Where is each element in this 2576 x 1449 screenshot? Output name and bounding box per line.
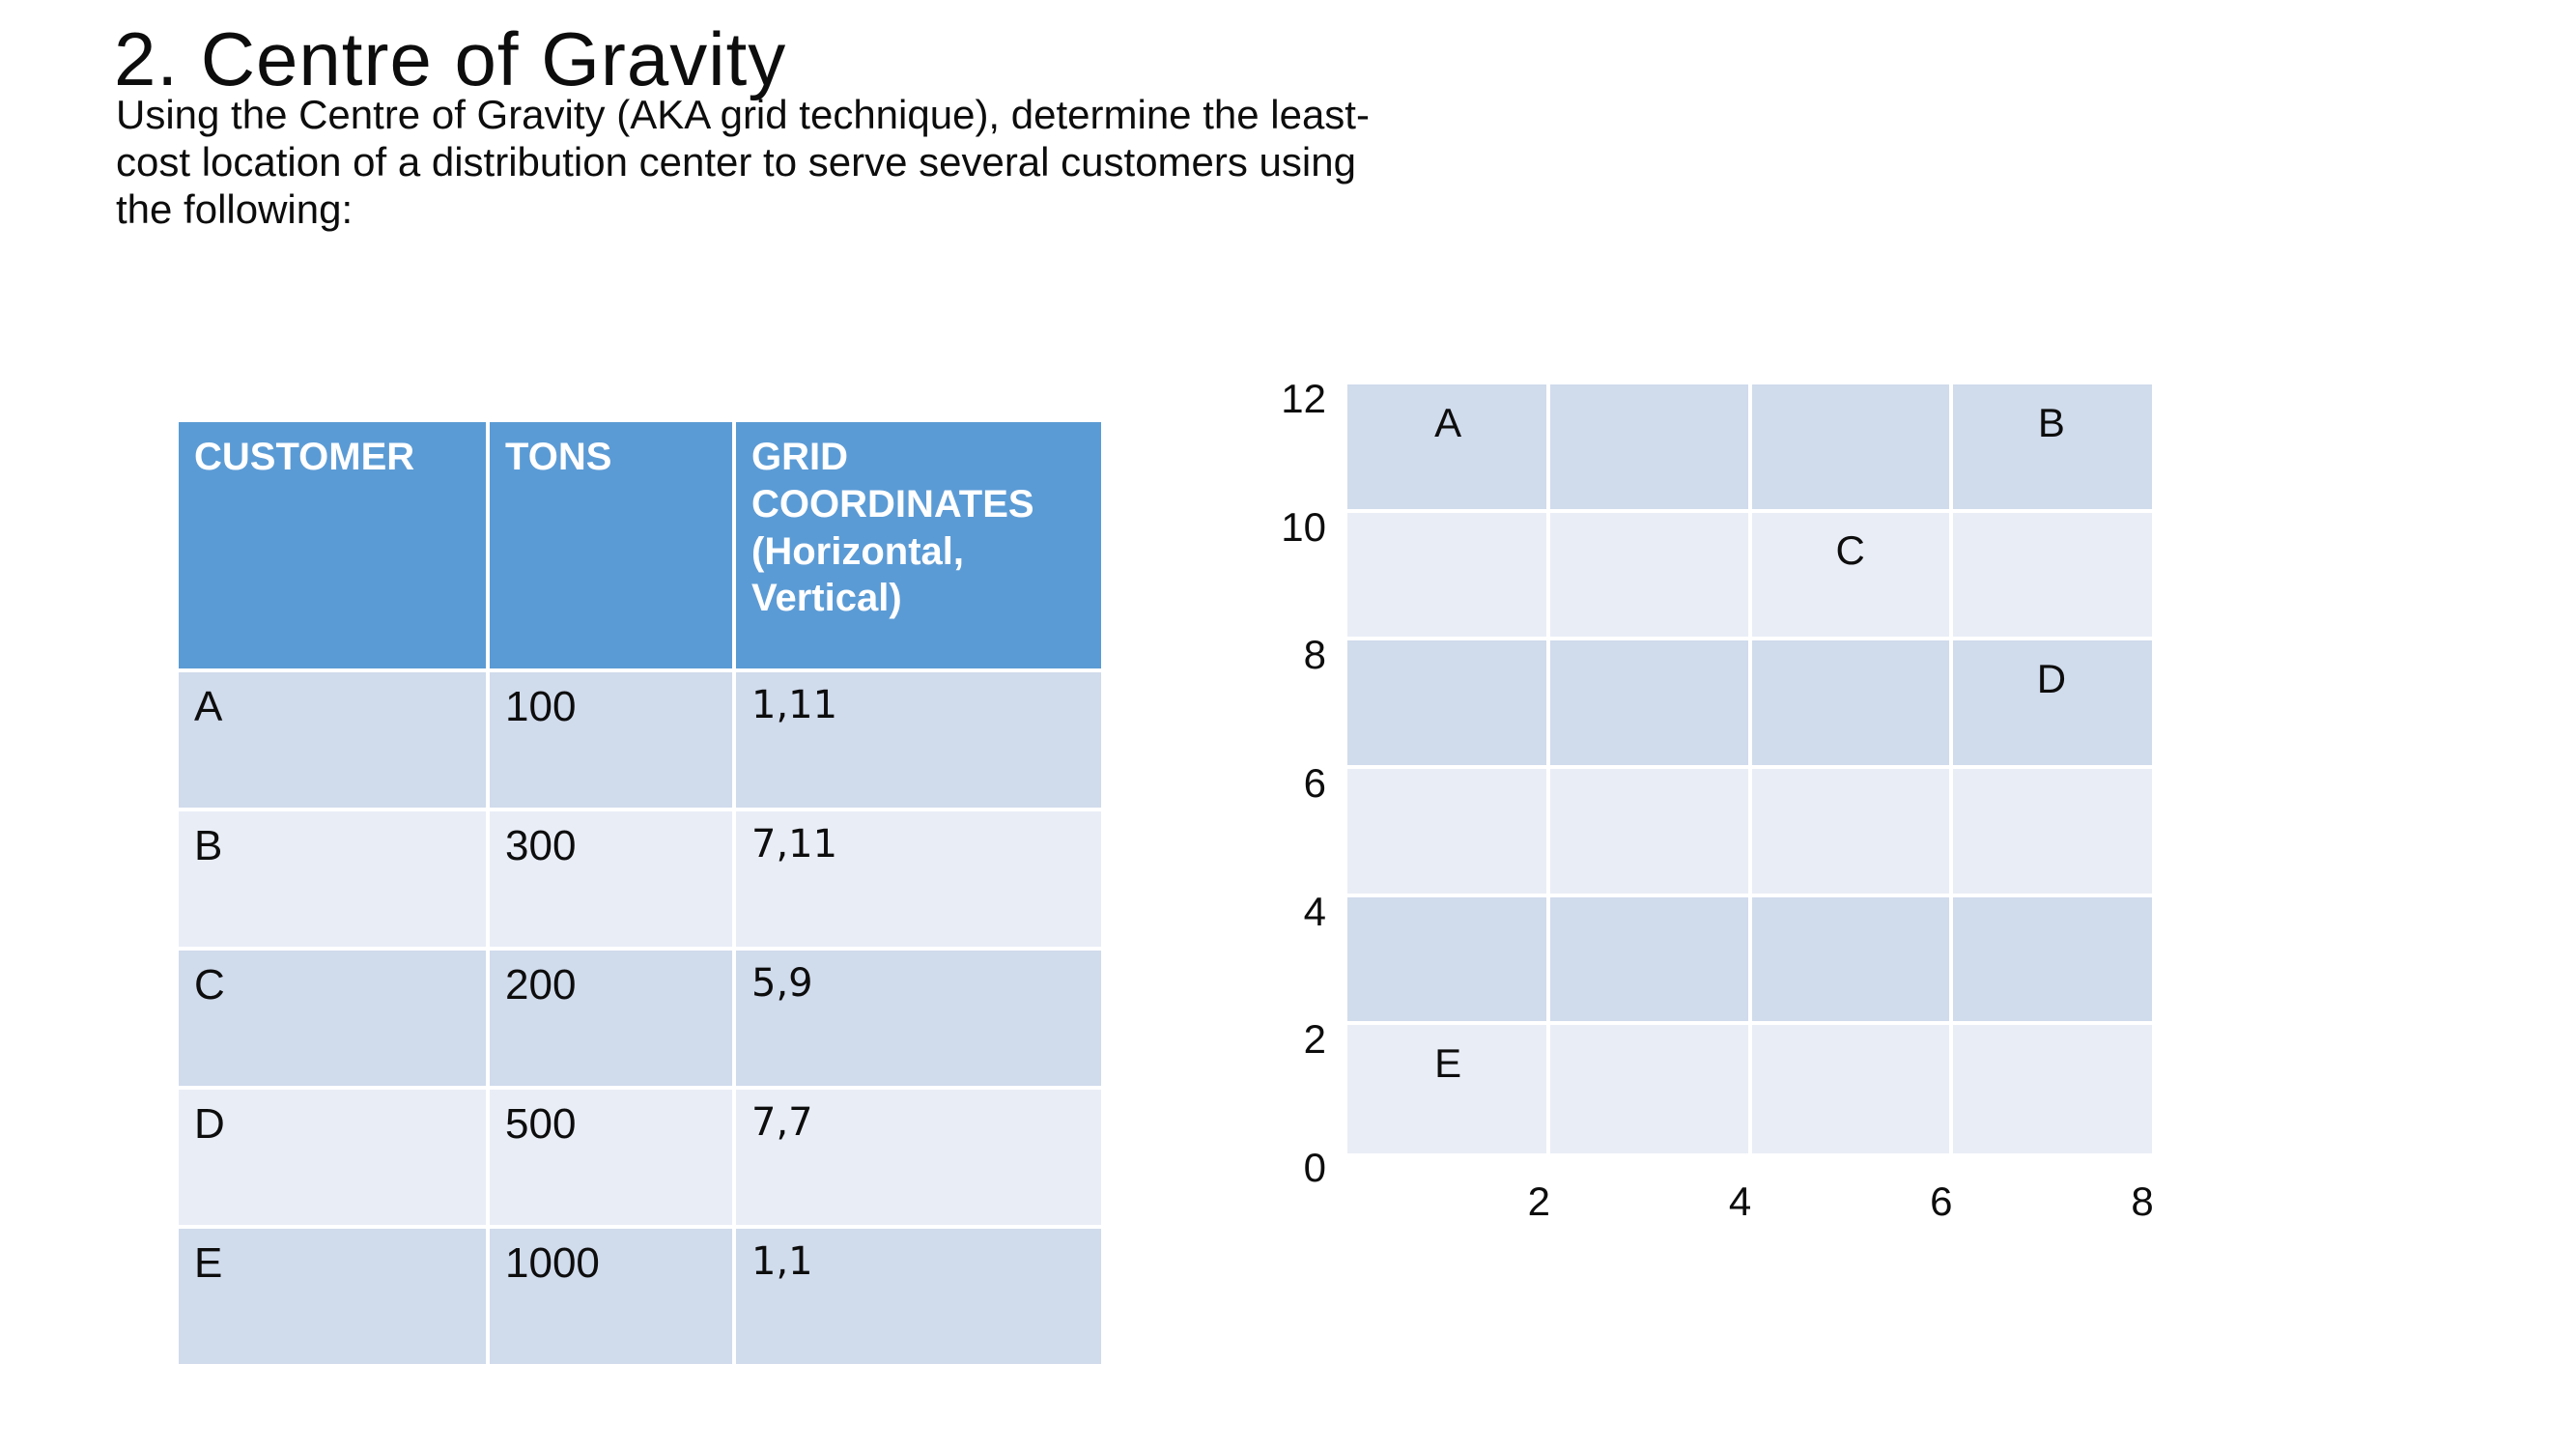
chart-point-label-a: A xyxy=(1434,399,1462,445)
chart-gridline-vertical xyxy=(1948,384,1953,1153)
y-axis-tick-label: 2 xyxy=(1303,1016,1326,1063)
x-axis-tick-label: 2 xyxy=(1527,1179,1550,1224)
x-axis-tick-label: 4 xyxy=(1728,1179,1752,1224)
body-text: Using the Centre of Gravity (AKA grid te… xyxy=(116,91,1370,233)
table-cell-coords: 7,11 xyxy=(736,811,1101,947)
customer-table: CUSTOMER TONS GRID COORDINATES (Horizont… xyxy=(179,422,1101,1364)
header-cell-customer: CUSTOMER xyxy=(179,422,486,668)
page-title: 2. Centre of Gravity xyxy=(114,16,787,101)
y-axis-tick-label: 0 xyxy=(1303,1145,1326,1190)
chart-point-label-b: B xyxy=(2037,399,2065,445)
table-cell-coords: 7,7 xyxy=(736,1090,1101,1225)
chart-point-label-d: D xyxy=(2036,656,2067,702)
table-cell-coords: 5,9 xyxy=(736,951,1101,1086)
x-axis-tick-label: 8 xyxy=(2131,1179,2154,1224)
x-axis-tick-label: 6 xyxy=(1930,1179,1953,1224)
table-cell-tons: 500 xyxy=(490,1090,732,1225)
table-cell-customer: E xyxy=(179,1229,486,1364)
table-cell-tons: 1000 xyxy=(490,1229,732,1364)
body-line: the following: xyxy=(116,186,354,232)
table-cell-customer: B xyxy=(179,811,486,947)
chart-plot-area xyxy=(1347,384,2152,1153)
chart: 12 10 8 6 4 2 0 2 4 6 8 A B C D E xyxy=(1207,348,2270,1275)
body-line: Using the Centre of Gravity (AKA grid te… xyxy=(116,92,1370,137)
chart-point-label-e: E xyxy=(1434,1040,1462,1087)
table-cell-tons: 100 xyxy=(490,672,732,808)
chart-gridline-vertical xyxy=(1546,384,1551,1153)
y-axis-tick-label: 10 xyxy=(1281,503,1326,550)
y-axis-tick-label: 8 xyxy=(1303,632,1326,678)
table-cell-coords: 1,11 xyxy=(736,672,1101,808)
chart-point-label-c: C xyxy=(1835,527,1865,574)
y-axis-tick-label: 6 xyxy=(1303,760,1326,806)
y-axis-tick-label: 12 xyxy=(1281,376,1326,421)
table-cell-tons: 300 xyxy=(490,811,732,947)
chart-gridline-vertical xyxy=(1747,384,1752,1153)
y-axis-tick-label: 4 xyxy=(1303,888,1326,934)
table-cell-coords: 1,1 xyxy=(736,1229,1101,1364)
header-cell-tons: TONS xyxy=(490,422,732,668)
table-cell-customer: D xyxy=(179,1090,486,1225)
body-line: cost location of a distribution center t… xyxy=(116,139,1356,185)
header-cell-coordinates: GRID COORDINATES (Horizontal, Vertical) xyxy=(736,422,1101,668)
table-cell-tons: 200 xyxy=(490,951,732,1086)
table-cell-customer: C xyxy=(179,951,486,1086)
table-cell-customer: A xyxy=(179,672,486,808)
